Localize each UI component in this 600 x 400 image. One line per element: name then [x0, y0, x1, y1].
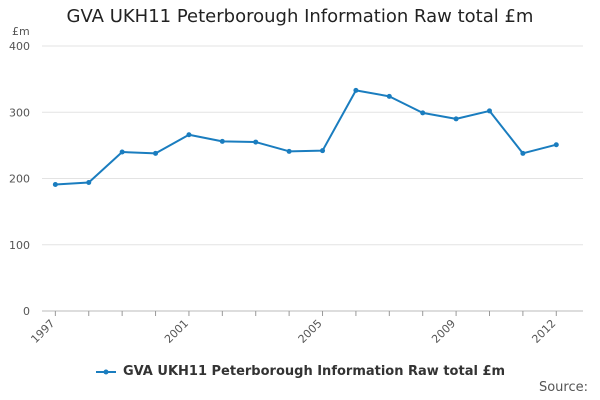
data-point-2007 — [386, 93, 392, 99]
legend: GVA UKH11 Peterborough Information Raw t… — [0, 364, 600, 379]
y-tick-label-100: 100 — [9, 239, 30, 252]
data-point-2000 — [153, 150, 159, 156]
data-point-2008 — [420, 110, 426, 116]
series-line-0 — [55, 89, 557, 186]
data-point-2005 — [320, 148, 326, 154]
legend-swatch — [95, 369, 116, 374]
y-tick-label-400: 400 — [9, 40, 30, 53]
x-tick-label-1997: 1997 — [28, 317, 57, 346]
data-point-2012 — [553, 142, 559, 148]
x-tick-label-2005: 2005 — [296, 317, 325, 346]
data-point-2001 — [186, 132, 192, 138]
y-axis-label: £m — [12, 25, 30, 38]
data-point-1999 — [119, 149, 125, 155]
data-point-1998 — [86, 179, 92, 185]
chart-title: GVA UKH11 Peterborough Information Raw t… — [66, 6, 534, 27]
series-layer — [52, 87, 559, 187]
x-tick-label-2001: 2001 — [162, 317, 191, 346]
legend-label: GVA UKH11 Peterborough Information Raw t… — [122, 364, 506, 379]
data-point-2006 — [353, 87, 359, 93]
source-label: Source: — [538, 380, 588, 395]
data-point-2010 — [486, 108, 492, 114]
data-point-2004 — [286, 148, 292, 154]
x-tick-label-2009: 2009 — [429, 317, 458, 346]
x-tick-label-2012: 2012 — [529, 317, 558, 346]
data-point-2009 — [453, 116, 459, 122]
y-tick-label-200: 200 — [9, 173, 30, 186]
data-point-2011 — [520, 150, 526, 156]
y-tick-label-300: 300 — [9, 106, 30, 119]
data-point-2003 — [253, 139, 259, 145]
axis-layer: 0 100 200 300 400 £m 1997 2001 2005 2009 2012 — [9, 25, 558, 346]
data-point-1997 — [52, 181, 58, 187]
y-tick-label-0: 0 — [23, 305, 30, 318]
grid-layer — [42, 45, 583, 312]
data-point-2002 — [219, 138, 225, 144]
